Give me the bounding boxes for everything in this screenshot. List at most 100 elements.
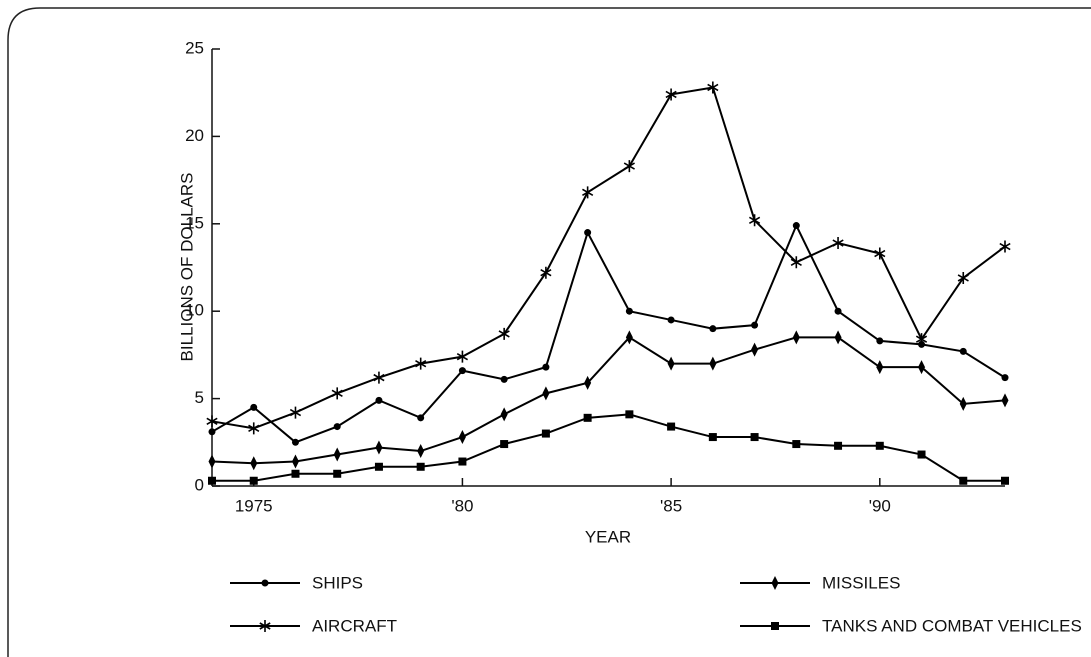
marker xyxy=(748,214,761,227)
marker xyxy=(665,88,677,101)
marker xyxy=(957,271,969,284)
y-axis-label: BILLIONS OF DOLLARS xyxy=(177,173,196,362)
y-tick-label: 25 xyxy=(185,38,204,57)
marker xyxy=(540,266,552,279)
marker xyxy=(584,229,592,237)
marker xyxy=(500,375,508,383)
marker xyxy=(875,441,884,450)
marker xyxy=(792,330,800,345)
marker xyxy=(874,247,886,260)
marker xyxy=(792,440,801,449)
marker xyxy=(625,410,634,419)
marker xyxy=(584,375,592,390)
marker xyxy=(834,307,842,315)
marker xyxy=(959,476,968,485)
marker xyxy=(542,363,550,371)
marker xyxy=(289,406,302,419)
marker xyxy=(331,387,343,400)
marker xyxy=(250,403,258,411)
marker xyxy=(876,360,884,375)
marker xyxy=(248,422,260,435)
marker xyxy=(208,476,216,485)
marker xyxy=(375,396,383,404)
legend-label: TANKS AND COMBAT VEHICLES xyxy=(822,616,1082,635)
y-tick-label: 5 xyxy=(195,388,204,407)
y-tick-label: 0 xyxy=(195,475,204,494)
marker xyxy=(917,450,926,459)
marker xyxy=(415,357,427,370)
legend-marker xyxy=(261,579,269,587)
marker xyxy=(792,222,800,230)
marker xyxy=(1001,374,1009,382)
marker xyxy=(417,414,425,422)
marker xyxy=(208,454,216,469)
marker xyxy=(206,415,218,428)
marker xyxy=(582,186,594,199)
marker xyxy=(500,407,508,422)
marker xyxy=(458,457,467,466)
marker xyxy=(498,327,510,340)
marker xyxy=(291,438,299,446)
x-tick-label: 1975 xyxy=(235,496,273,515)
marker xyxy=(208,428,216,436)
marker xyxy=(500,440,509,449)
marker xyxy=(834,330,842,345)
marker xyxy=(709,325,717,333)
marker xyxy=(458,367,466,375)
marker xyxy=(458,430,466,445)
x-axis-label: YEAR xyxy=(585,527,631,546)
marker xyxy=(374,462,383,471)
marker xyxy=(751,321,759,329)
x-tick-label: '90 xyxy=(869,496,891,515)
marker xyxy=(915,333,928,346)
marker xyxy=(249,476,258,485)
marker xyxy=(625,330,633,345)
marker xyxy=(417,444,425,459)
marker xyxy=(751,342,759,357)
legend-marker xyxy=(771,576,779,590)
marker xyxy=(625,307,633,315)
y-tick-label: 15 xyxy=(185,213,204,232)
series-line xyxy=(211,223,1006,444)
marker xyxy=(834,441,843,450)
marker xyxy=(667,356,675,371)
marker xyxy=(832,237,844,250)
marker xyxy=(291,469,300,478)
marker xyxy=(542,386,550,401)
legend-marker xyxy=(771,622,779,630)
marker xyxy=(1001,393,1009,408)
marker xyxy=(707,81,719,94)
marker xyxy=(333,423,341,431)
marker xyxy=(708,433,717,442)
marker xyxy=(959,347,967,355)
marker xyxy=(790,256,802,269)
frame xyxy=(7,7,1091,657)
marker xyxy=(959,396,967,411)
marker xyxy=(876,337,884,345)
marker xyxy=(667,422,676,431)
marker xyxy=(750,433,759,442)
marker xyxy=(709,356,717,371)
marker xyxy=(999,240,1011,253)
marker xyxy=(667,316,675,324)
marker xyxy=(456,350,469,363)
marker xyxy=(583,413,592,422)
series-line xyxy=(211,336,1006,465)
marker xyxy=(375,440,383,455)
marker xyxy=(333,469,342,478)
marker xyxy=(373,371,385,384)
marker xyxy=(291,454,299,469)
x-tick-label: '80 xyxy=(451,496,473,515)
series-line xyxy=(211,86,1006,430)
marker xyxy=(250,456,258,471)
x-tick-label: '85 xyxy=(660,496,682,515)
y-tick-label: 10 xyxy=(185,301,204,320)
marker xyxy=(541,429,550,438)
series-line xyxy=(212,413,1005,482)
marker xyxy=(333,447,341,462)
legend-label: MISSILES xyxy=(822,573,900,592)
marker xyxy=(1001,476,1009,485)
legend-marker xyxy=(259,620,271,632)
marker xyxy=(416,462,425,471)
